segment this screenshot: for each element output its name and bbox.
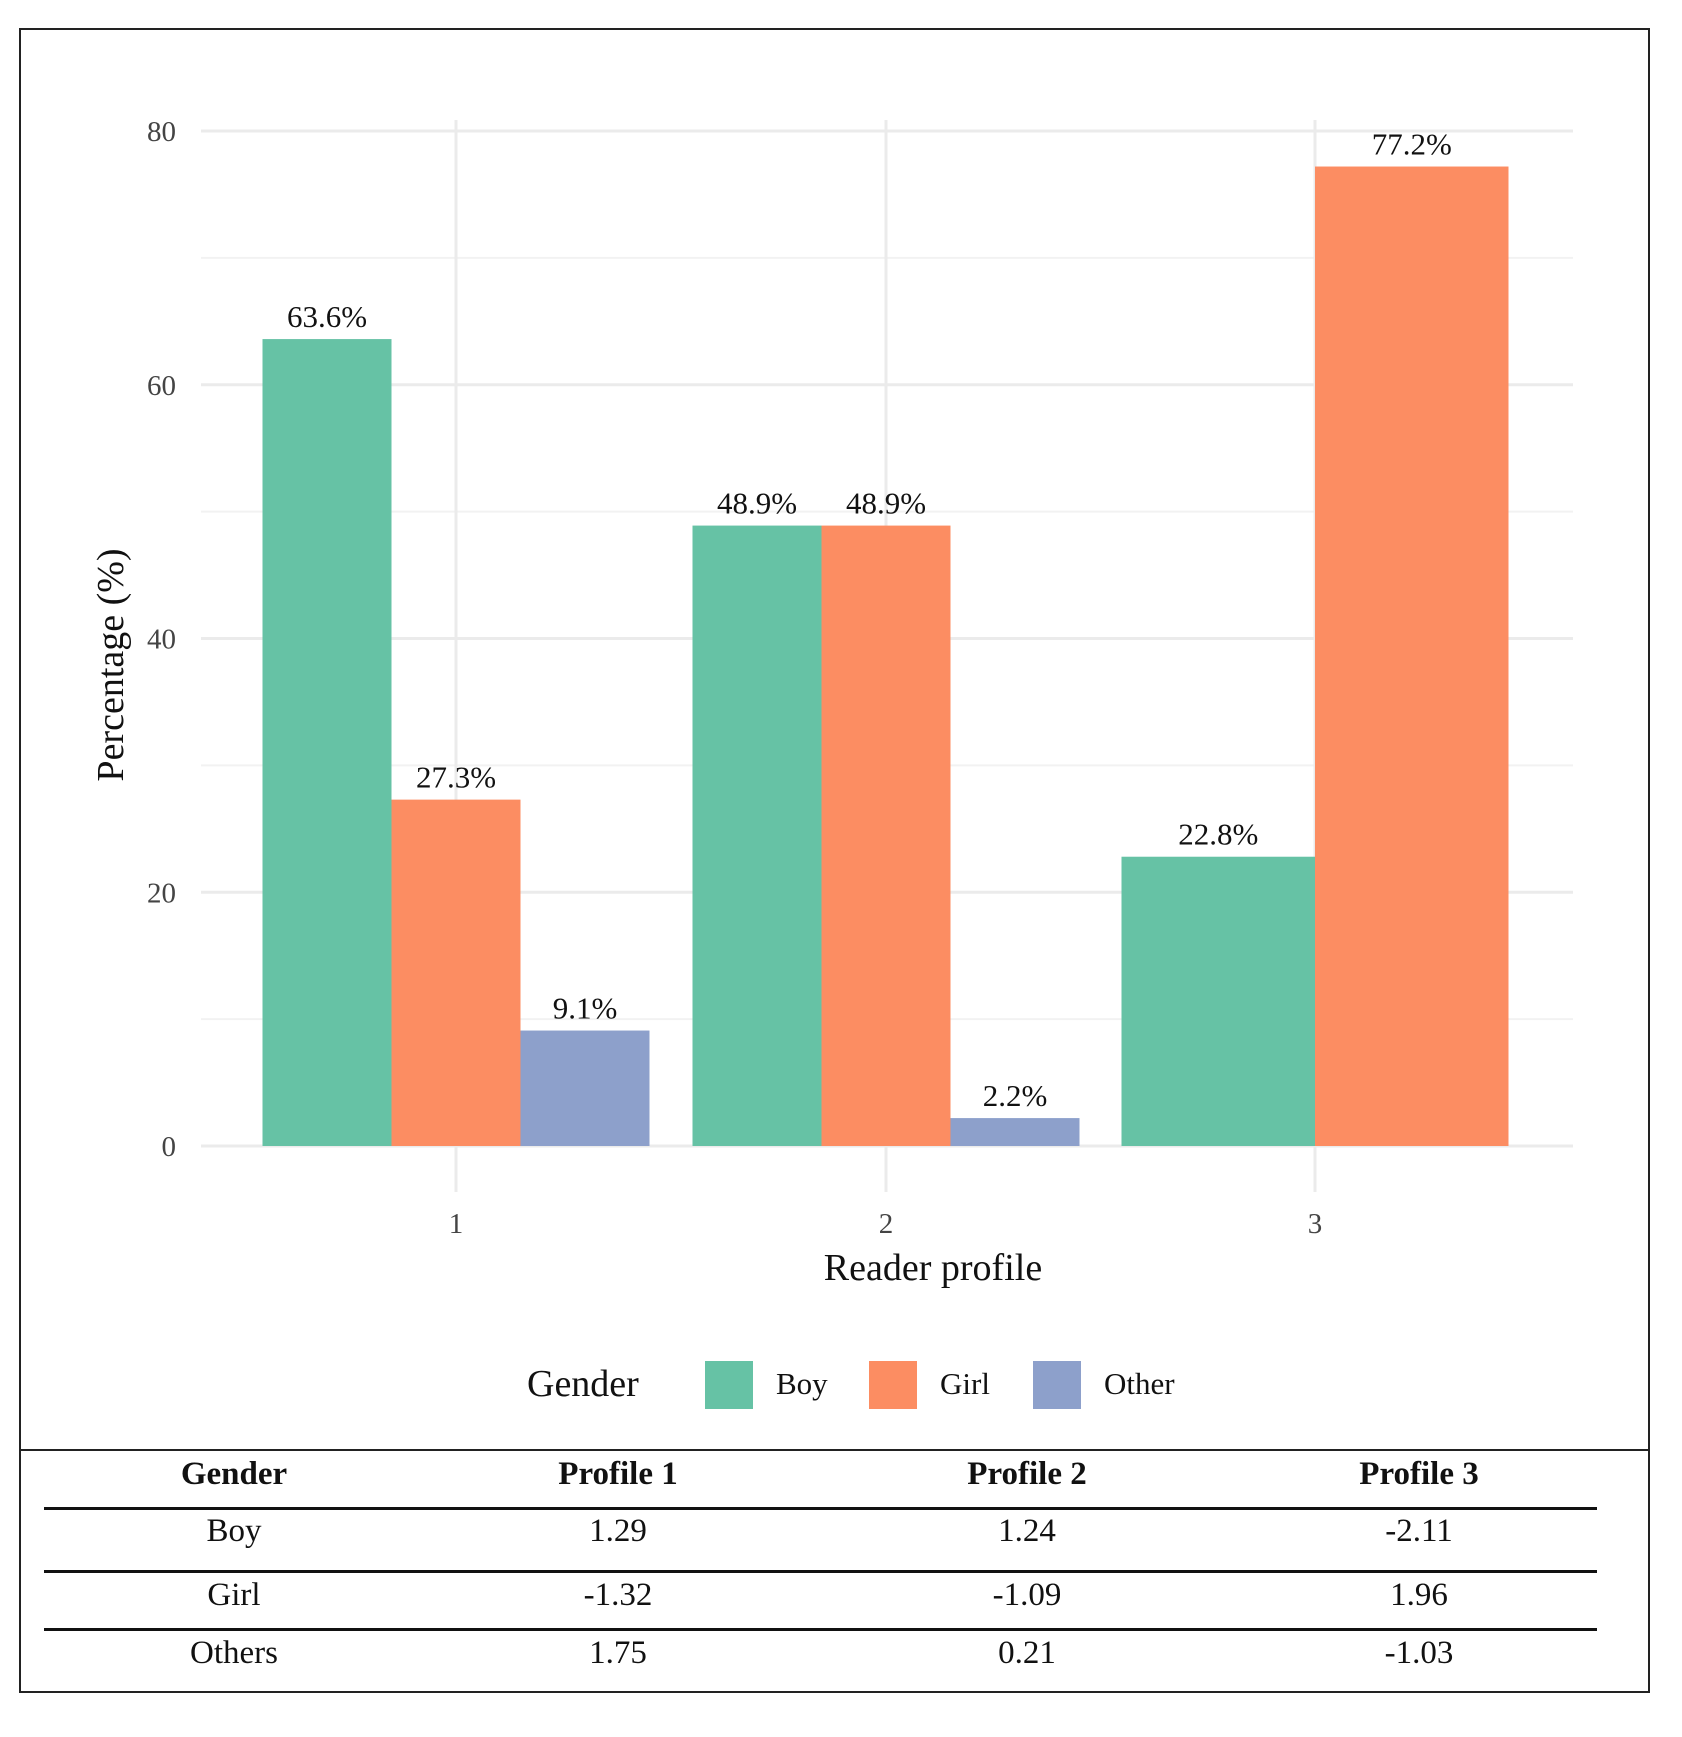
- table-cell: 1.75: [589, 1635, 647, 1671]
- table-cell: -1.09: [992, 1577, 1062, 1613]
- bar-girl: [1315, 166, 1509, 1146]
- legend-key-girl: [869, 1361, 917, 1409]
- table-header-cell: Profile 3: [1359, 1456, 1479, 1492]
- bar-chart: 0 20 40 60 80 1 2 3 63.6% 27.3% 9.1% 48.9% 48.9% 2.2%…: [90, 116, 1573, 1409]
- table-cell: -2.11: [1385, 1513, 1453, 1549]
- x-axis-title: Reader profile: [824, 1247, 1042, 1289]
- data-label: 9.1%: [553, 991, 618, 1026]
- table-header-cell: Profile 1: [558, 1456, 678, 1492]
- data-label: 77.2%: [1372, 127, 1452, 162]
- figure-frame: [19, 28, 1650, 1693]
- table-cell: 1.24: [998, 1513, 1056, 1549]
- table-rule: [44, 1570, 1597, 1573]
- bar-boy: [262, 339, 392, 1146]
- table-cell: 1.29: [589, 1513, 647, 1549]
- data-label: 48.9%: [846, 486, 926, 521]
- data-label: 48.9%: [717, 486, 797, 521]
- y-axis-title: Percentage (%): [90, 548, 132, 781]
- table-cell: -1.03: [1384, 1635, 1454, 1671]
- table-cell: -1.32: [583, 1577, 653, 1613]
- table-cell: Girl: [207, 1577, 261, 1613]
- y-tick-label: 20: [147, 877, 176, 909]
- legend-title: Gender: [527, 1363, 639, 1405]
- legend-key-boy: [705, 1361, 753, 1409]
- data-label: 27.3%: [416, 760, 496, 795]
- x-tick-label: 1: [449, 1208, 464, 1240]
- legend-label: Girl: [940, 1366, 990, 1401]
- bar-boy: [692, 525, 822, 1146]
- legend-label: Other: [1104, 1366, 1175, 1401]
- table-header-cell: Profile 2: [967, 1456, 1087, 1492]
- y-tick-label: 40: [147, 624, 176, 656]
- table-cell: 1.96: [1390, 1577, 1448, 1613]
- data-label: 22.8%: [1178, 817, 1258, 852]
- legend-label: Boy: [776, 1366, 828, 1401]
- legend-key-other: [1033, 1361, 1081, 1409]
- bar-girl: [821, 525, 951, 1146]
- x-tick-label: 3: [1308, 1208, 1323, 1240]
- table-cell: Boy: [206, 1513, 262, 1549]
- table-rule: [44, 1507, 1597, 1510]
- table-cell: Others: [190, 1635, 278, 1671]
- chart-table-divider: [19, 1449, 1650, 1451]
- data-label: 63.6%: [287, 299, 367, 334]
- table-cell: 0.21: [998, 1635, 1056, 1671]
- x-tick-label: 2: [879, 1208, 894, 1240]
- bar-other: [520, 1030, 650, 1146]
- data-label: 2.2%: [983, 1078, 1048, 1113]
- y-tick-label: 0: [162, 1131, 177, 1163]
- y-tick-label: 80: [147, 116, 176, 148]
- table-rule: [44, 1628, 1597, 1631]
- y-tick-label: 60: [147, 370, 176, 402]
- bar-other: [950, 1118, 1080, 1146]
- bar-girl: [391, 799, 521, 1146]
- table-header-cell: Gender: [180, 1456, 288, 1492]
- bar-boy: [1121, 856, 1315, 1146]
